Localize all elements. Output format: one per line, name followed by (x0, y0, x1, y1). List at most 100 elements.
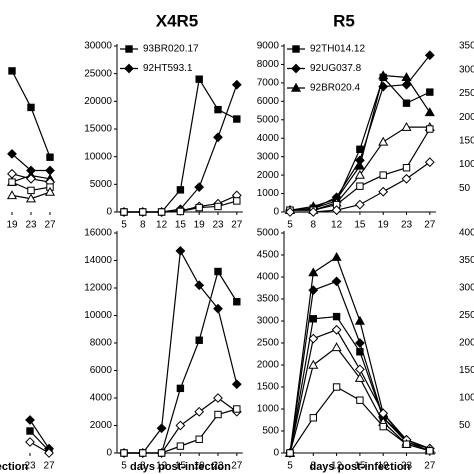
data-point (378, 136, 389, 146)
data-point (233, 298, 241, 306)
y-tick-label: 12000 (84, 283, 112, 294)
y-tick-label: 0 (273, 207, 279, 218)
data-point (120, 208, 128, 216)
y-tick-label: 1500 (257, 382, 280, 393)
data-point (25, 415, 35, 425)
data-point (26, 427, 34, 435)
y-tick-label: 3500 (257, 294, 280, 305)
data-point (402, 164, 411, 172)
data-point (7, 168, 17, 179)
data-point (176, 207, 185, 216)
y-tick-label: 5000 (90, 179, 113, 190)
data-point (139, 208, 147, 216)
x-tick-label: 23 (401, 461, 413, 472)
x-tick-label: 19 (378, 220, 390, 231)
y-tick-label: 4000 (257, 133, 280, 144)
legend-label: 92HT593.1 (143, 63, 193, 74)
data-point (402, 440, 411, 448)
y-tick-label: 3000 (257, 151, 280, 162)
data-point (354, 364, 365, 375)
y-tick-label: 4000 (257, 272, 280, 283)
data-point (157, 449, 166, 457)
data-point (44, 448, 54, 458)
data-point (378, 186, 389, 197)
data-point (285, 207, 295, 217)
legend-marker (291, 63, 301, 74)
data-point (401, 173, 412, 184)
data-point (120, 449, 128, 457)
data-point (194, 280, 205, 291)
data-point (354, 315, 365, 325)
x-tick-label: 23 (212, 461, 224, 472)
data-point (175, 420, 186, 431)
y-tick-label: 350 (459, 255, 474, 266)
y-tick-label: 3000 (257, 316, 280, 327)
data-point (213, 303, 223, 314)
y-tick-label: 50 (459, 183, 471, 194)
x-tick-label: 5 (287, 220, 293, 231)
data-point (157, 208, 166, 216)
data-point (354, 169, 365, 179)
y-tick-label: 2500 (257, 338, 280, 349)
x-tick-label: 23 (212, 220, 224, 231)
y-tick-label: 8000 (90, 338, 113, 349)
data-point (213, 132, 223, 143)
legend-label: 92BR020.4 (310, 83, 360, 94)
series-line (29, 419, 50, 449)
x-tick-label: 27 (231, 461, 243, 472)
y-tick-label: 300 (459, 283, 474, 294)
x-axis-label: ection (0, 461, 28, 473)
y-tick-label: 500 (262, 426, 279, 437)
data-point (379, 171, 387, 179)
y-tick-label: 0 (106, 207, 112, 218)
x-tick-label: 19 (194, 220, 206, 231)
data-point (7, 148, 17, 159)
data-point (332, 383, 341, 391)
data-point (233, 197, 241, 205)
data-point (176, 384, 185, 393)
data-point (426, 447, 434, 455)
data-point (379, 422, 387, 431)
y-tick-label: 1000 (257, 188, 280, 199)
data-point (308, 207, 319, 217)
data-point (308, 267, 319, 277)
data-point (378, 70, 389, 80)
legend-label: 92UG037.8 (310, 63, 362, 74)
x-tick-label: 27 (424, 220, 436, 231)
data-point (139, 449, 147, 457)
data-point (195, 435, 203, 443)
data-point (354, 338, 365, 348)
data-point (214, 267, 222, 276)
series-line (289, 76, 431, 211)
x-tick-label: 5 (121, 461, 127, 472)
x-tick-label: 23 (401, 220, 413, 231)
x-tick-label: 19 (194, 461, 206, 472)
y-tick-label: 6000 (257, 96, 280, 107)
data-point (424, 107, 435, 117)
data-point (331, 205, 342, 216)
data-point (156, 423, 167, 434)
data-point (308, 333, 319, 344)
y-tick-label: 400 (459, 228, 474, 239)
x-tick-label: 19 (6, 220, 18, 231)
x-tick-label: 5 (287, 461, 293, 472)
x-tick-label: 12 (331, 220, 343, 231)
legend-marker (125, 45, 133, 53)
data-point (25, 437, 35, 447)
y-tick-label: 2000 (257, 170, 280, 181)
y-tick-label: 100 (459, 159, 474, 170)
x-tick-label: 23 (24, 461, 36, 472)
y-tick-label: 14000 (84, 255, 112, 266)
x-tick-label: 23 (25, 220, 37, 231)
x-tick-label: 15 (175, 220, 187, 231)
data-point (354, 199, 365, 210)
x-tick-label: 8 (140, 461, 146, 472)
chart-title: R5 (333, 11, 355, 30)
data-point (309, 414, 318, 422)
series-line (11, 70, 51, 158)
y-tick-label: 150 (459, 135, 474, 146)
y-tick-label: 0 (273, 448, 279, 459)
legend-marker (290, 82, 302, 92)
y-tick-label: 1000 (257, 404, 280, 415)
data-point (308, 285, 319, 296)
